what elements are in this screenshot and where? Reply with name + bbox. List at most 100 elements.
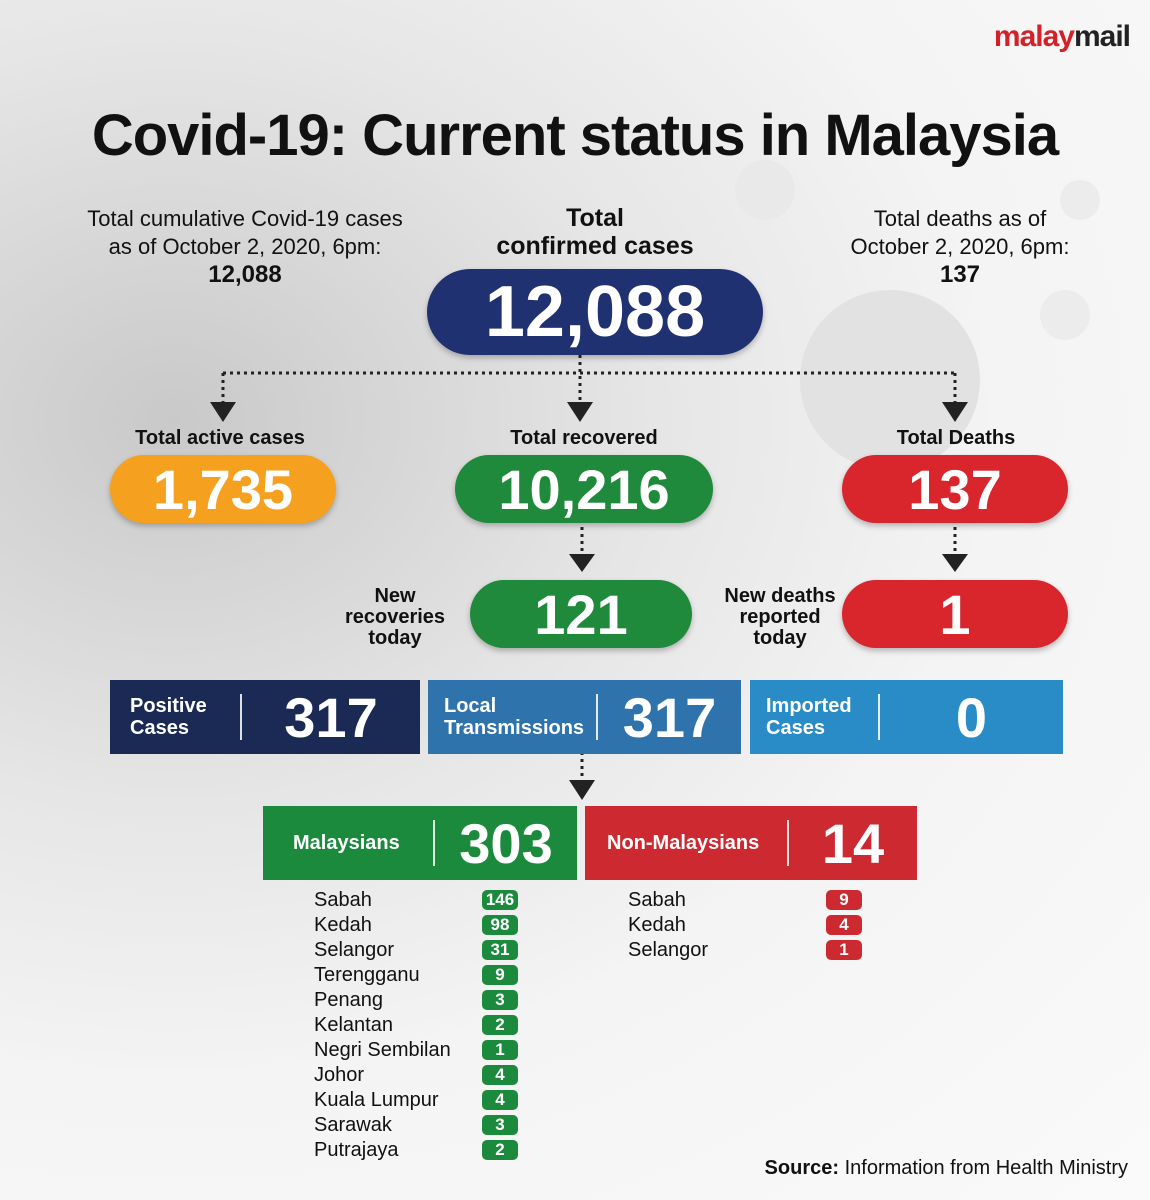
positive-line2: Cases — [130, 717, 189, 739]
positive-cases-value: 317 — [284, 685, 378, 749]
count-badge: 2 — [482, 1140, 518, 1160]
count-badge: 1 — [482, 1040, 518, 1060]
imported-cases-value: 0 — [955, 685, 988, 749]
deaths-note-line2: October 2, 2020, 6pm: — [850, 234, 1070, 259]
logo-part1: malay — [993, 20, 1075, 53]
count-badge: 4 — [482, 1090, 518, 1110]
deaths-pill: 137 — [842, 455, 1068, 523]
separator — [787, 820, 789, 866]
deaths-note-line1: Total deaths as of — [873, 206, 1047, 231]
malaysians-label: Malaysians — [293, 832, 400, 854]
state-name: Kelantan — [314, 1014, 393, 1036]
source-note: Source: Information from Health Ministry — [765, 1157, 1128, 1180]
malaymail-logo: malaymail — [993, 20, 1131, 54]
list-item: Sabah 146 — [314, 888, 534, 913]
state-name: Negri Sembilan — [314, 1039, 451, 1061]
count-badge: 98 — [482, 915, 518, 935]
new-recoveries-line3: today — [368, 627, 422, 649]
cumulative-value: 12,088 — [208, 261, 282, 288]
separator — [240, 694, 242, 740]
cumulative-cases-note: Total cumulative Covid-19 cases as of Oc… — [40, 205, 450, 289]
list-item: Johor 4 — [314, 1063, 534, 1088]
active-cases-pill: 1,735 — [110, 455, 336, 523]
list-item: Negri Sembilan 1 — [314, 1038, 534, 1063]
source-label: Source: — [764, 1157, 840, 1179]
list-item: Putrajaya 2 — [314, 1138, 534, 1163]
imported-line1: Imported — [766, 695, 852, 717]
total-confirmed-heading: Total confirmed cases — [445, 204, 745, 260]
cumulative-line1: Total cumulative Covid-19 cases — [87, 206, 403, 231]
logo-part2: mail — [1073, 20, 1131, 53]
state-name: Kuala Lumpur — [314, 1089, 439, 1111]
list-item: Kelantan 2 — [314, 1013, 534, 1038]
state-name: Putrajaya — [314, 1139, 399, 1161]
non-malaysian-states-list: Sabah 9 Kedah 4 Selangor 1 — [628, 888, 868, 963]
recovered-label: Total recovered — [510, 427, 658, 449]
confirmed-line2: confirmed cases — [496, 232, 694, 260]
malaysians-value: 303 — [459, 811, 553, 875]
virus-decoration — [800, 290, 980, 470]
count-badge: 1 — [826, 940, 862, 960]
non-malaysians-bar: Non-Malaysians 14 — [585, 806, 917, 880]
count-badge: 9 — [826, 890, 862, 910]
state-name: Sabah — [628, 889, 686, 911]
deaths-note-value: 137 — [939, 261, 981, 288]
non-malaysians-label: Non-Malaysians — [607, 832, 760, 854]
state-name: Terengganu — [314, 964, 420, 986]
state-name: Penang — [314, 989, 383, 1011]
local-line1: Local — [444, 695, 497, 717]
imported-cases-bar: Imported Cases 0 — [750, 680, 1063, 754]
local-line2: Transmissions — [444, 717, 585, 739]
new-recoveries-label: New recoveries today — [330, 586, 460, 649]
list-item: Kuala Lumpur 4 — [314, 1088, 534, 1113]
separator — [596, 694, 598, 740]
source-text: Information from Health Ministry — [844, 1157, 1128, 1179]
new-recoveries-pill: 121 — [470, 580, 692, 648]
state-name: Sarawak — [314, 1114, 392, 1136]
count-badge: 9 — [482, 965, 518, 985]
list-item: Selangor 31 — [314, 938, 534, 963]
count-badge: 146 — [482, 890, 518, 910]
count-badge: 4 — [826, 915, 862, 935]
non-malaysians-value: 14 — [821, 811, 885, 875]
state-name: Selangor — [628, 939, 709, 961]
imported-cases-label: Imported Cases — [750, 695, 878, 739]
list-item: Kedah 4 — [628, 913, 868, 938]
new-recoveries-line1: New — [374, 585, 416, 607]
new-deaths-line1: New deaths — [724, 585, 836, 607]
new-deaths-line3: today — [753, 627, 807, 649]
malaysians-bar: Malaysians 303 — [263, 806, 577, 880]
count-badge: 2 — [482, 1015, 518, 1035]
state-name: Kedah — [314, 914, 372, 936]
positive-line1: Positive — [130, 695, 207, 717]
list-item: Sarawak 3 — [314, 1113, 534, 1138]
new-deaths-label: New deaths reported today — [712, 586, 848, 649]
separator — [433, 820, 435, 866]
state-name: Selangor — [314, 939, 395, 961]
confirmed-line1: Total — [566, 204, 624, 232]
cumulative-line2: as of October 2, 2020, 6pm: — [108, 234, 382, 259]
recovered-pill: 10,216 — [455, 455, 713, 523]
new-recoveries-line2: recoveries — [344, 606, 446, 628]
new-deaths-pill: 1 — [842, 580, 1068, 648]
total-deaths-note: Total deaths as of October 2, 2020, 6pm:… — [800, 205, 1120, 289]
list-item: Selangor 1 — [628, 938, 868, 963]
state-name: Johor — [314, 1064, 365, 1086]
list-item: Terengganu 9 — [314, 963, 534, 988]
new-deaths-line2: reported — [739, 606, 821, 628]
positive-cases-bar: Positive Cases 317 — [110, 680, 420, 754]
local-transmissions-label: Local Transmissions — [428, 695, 596, 739]
count-badge: 4 — [482, 1065, 518, 1085]
count-badge: 31 — [482, 940, 518, 960]
list-item: Sabah 9 — [628, 888, 868, 913]
count-badge: 3 — [482, 990, 518, 1010]
active-cases-label: Total active cases — [135, 427, 305, 449]
page-title: Covid-19: Current status in Malaysia — [91, 103, 1059, 168]
virus-decoration-small — [1060, 180, 1100, 220]
virus-decoration-small — [1040, 290, 1090, 340]
virus-decoration-small — [735, 160, 795, 220]
local-transmissions-value: 317 — [622, 685, 717, 749]
malaysian-states-list: Sabah 146 Kedah 98 Selangor 31 Terengganu 9 Pena… — [314, 888, 534, 1163]
imported-line2: Cases — [766, 717, 825, 739]
list-item: Penang 3 — [314, 988, 534, 1013]
